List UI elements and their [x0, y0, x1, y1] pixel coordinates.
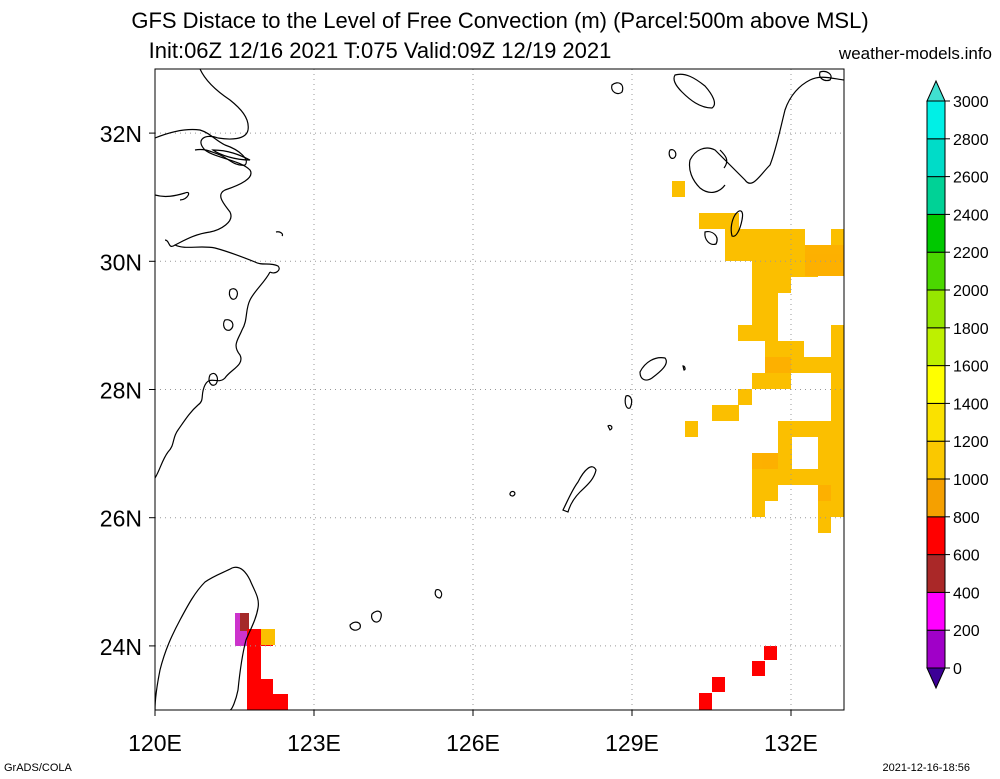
axes: 120E 123E 126E 129E 132E 24N 26N 28N 30N 32N [100, 121, 818, 756]
lon-tick-label: 129E [605, 730, 659, 756]
cell-red [247, 629, 261, 710]
colorbar-label: 1000 [953, 472, 989, 489]
colorbar-label: 600 [953, 548, 980, 565]
cell-gold [261, 629, 275, 645]
colorbar-segment [926, 327, 946, 367]
colorbar-segment [926, 629, 946, 669]
cell-red [752, 661, 765, 676]
lon-tick-label: 120E [128, 730, 182, 756]
orange-darker-patches [752, 245, 844, 501]
lat-tick-label: 26N [100, 506, 142, 532]
chart-title-line2: Init:06Z 12/16 2021 T:075 Valid:09Z 12/1… [148, 38, 612, 63]
colorbar-segment [926, 176, 946, 215]
footer-timestamp: 2021-12-16-18:56 [882, 762, 970, 774]
chart-title-line1: GFS Distace to the Level of Free Convect… [131, 8, 869, 33]
colorbar-label: 200 [953, 623, 980, 640]
lon-tick-label: 132E [764, 730, 818, 756]
colorbar-label: 1600 [953, 359, 989, 376]
colorbar-label: 1400 [953, 396, 989, 413]
cell-red [712, 677, 725, 692]
colorbar-label: 800 [953, 510, 980, 527]
colorbar-label: 400 [953, 585, 980, 602]
site-watermark: weather-models.info [838, 44, 992, 63]
colorbar-high-arrow [926, 79, 946, 102]
footer-credit: GrADS/COLA [4, 762, 72, 774]
colorbar-segment [926, 138, 946, 178]
colorbar-label: 0 [953, 661, 962, 678]
colorbar-label: 2600 [953, 170, 989, 187]
colorbar-label: 2200 [953, 245, 989, 262]
cell-red [699, 693, 712, 710]
colorbar-label: 2800 [953, 132, 989, 149]
colorbar-label: 1200 [953, 434, 989, 451]
coastlines [155, 69, 844, 710]
cell-red [764, 646, 777, 660]
colorbar-segment [926, 516, 946, 556]
lat-tick-label: 24N [100, 634, 142, 660]
colorbar-segment [926, 251, 946, 291]
cell-red [259, 679, 273, 710]
grid-lines [155, 69, 844, 710]
colorbar-label: 2400 [953, 207, 989, 224]
colorbar-segment [926, 478, 946, 518]
colorbar: 0 200 400 600 800 1000 1200 1400 1600 1800 2000 220… [926, 79, 989, 690]
cell-maroon [240, 613, 249, 631]
orange-region [672, 181, 844, 533]
colorbar-segment [926, 591, 946, 631]
colorbar-label: 2000 [953, 283, 989, 300]
colorbar-label: 3000 [953, 94, 989, 111]
colorbar-segment [926, 100, 946, 140]
cell-red [273, 694, 288, 710]
colorbar-segment [926, 402, 946, 442]
lon-tick-label: 123E [287, 730, 341, 756]
colorbar-segment [926, 554, 946, 593]
colorbar-low-arrow [926, 667, 946, 690]
colorbar-segment [926, 440, 946, 480]
colorbar-segment [926, 213, 946, 253]
lat-tick-label: 32N [100, 121, 142, 147]
colorbar-segment [926, 365, 946, 404]
lat-tick-label: 30N [100, 249, 142, 275]
shaded-field [235, 181, 844, 710]
colorbar-label: 1800 [953, 321, 989, 338]
lat-tick-label: 28N [100, 378, 142, 404]
colorbar-segment [926, 289, 946, 329]
lon-tick-label: 126E [446, 730, 500, 756]
